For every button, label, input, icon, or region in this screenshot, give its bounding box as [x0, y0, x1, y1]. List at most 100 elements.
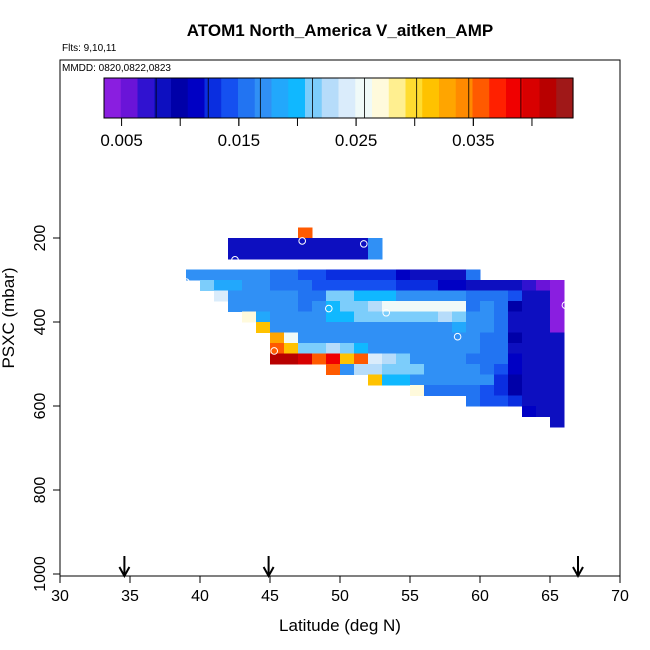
heatmap-cell — [494, 322, 509, 333]
colorbar-tick-label: 0.035 — [452, 131, 495, 150]
heatmap-cell — [494, 280, 509, 291]
heatmap-cell — [270, 301, 285, 312]
heatmap-cell — [508, 374, 523, 386]
heatmap-cell — [396, 301, 411, 312]
heatmap-cell — [298, 248, 313, 260]
heatmap-cell — [326, 269, 341, 281]
heatmap-cell — [550, 353, 565, 365]
heatmap-cell — [368, 311, 383, 323]
heatmap-cell — [396, 374, 411, 386]
heatmap-cell — [298, 238, 313, 249]
heatmap-cell — [354, 248, 369, 260]
colorbar-swatch — [556, 78, 574, 118]
heatmap-cell — [522, 322, 537, 333]
heatmap-cell — [480, 353, 495, 365]
heatmap-cell — [368, 343, 383, 354]
heatmap-cell — [480, 374, 495, 386]
heatmap-cell — [326, 343, 341, 354]
heatmap-cell — [494, 353, 509, 365]
heatmap-cell — [410, 280, 425, 291]
heatmap-cell — [410, 343, 425, 354]
heatmap-cell — [452, 343, 467, 354]
heatmap-cell — [536, 322, 551, 333]
heatmap-cell — [340, 238, 355, 249]
x-tick-label: 55 — [401, 588, 419, 605]
heatmap-cell — [466, 290, 481, 302]
heatmap-cell — [312, 353, 327, 365]
heatmap-cell — [368, 364, 383, 375]
heatmap-cell — [284, 248, 299, 260]
heatmap-cell — [466, 311, 481, 323]
heatmap-cell — [508, 395, 523, 407]
heatmap-cell — [452, 301, 467, 312]
heatmap-cell — [550, 406, 565, 417]
heatmap-cell — [312, 343, 327, 354]
heatmap-cell — [298, 332, 313, 344]
x-axis-label: Latitude (deg N) — [279, 616, 401, 635]
heatmap-cell — [522, 406, 537, 417]
heatmap-cell — [522, 290, 537, 302]
heatmap-cell — [452, 364, 467, 375]
heatmap-cell — [298, 311, 313, 323]
heatmap-cell — [550, 280, 565, 291]
heatmap-cell — [354, 311, 369, 323]
heatmap-cell — [550, 343, 565, 354]
colorbar-frame — [103, 77, 574, 119]
colorbar-swatch — [137, 78, 155, 118]
flights-note: Flts: 9,10,11 — [62, 43, 117, 54]
x-tick-label: 50 — [331, 588, 349, 605]
heatmap-cell — [550, 374, 565, 386]
dates-note: MMDD: 0820,0822,0823 — [62, 63, 171, 74]
colorbar-swatch — [372, 78, 390, 118]
heatmap-cell — [298, 290, 313, 302]
colorbar-swatch — [506, 78, 524, 118]
heatmap-cell — [312, 248, 327, 260]
heatmap-cell — [298, 343, 313, 354]
heatmap-cell — [312, 290, 327, 302]
heatmap-cell — [256, 301, 271, 312]
heatmap-cell — [396, 269, 411, 281]
heatmap-cell — [298, 280, 313, 291]
heatmap-cell — [396, 280, 411, 291]
heatmap-cell — [354, 290, 369, 302]
heatmap-cell — [354, 301, 369, 312]
heatmap-cell — [368, 332, 383, 344]
colorbar-swatch — [472, 78, 490, 118]
heatmap-cell — [466, 364, 481, 375]
colorbar-swatch — [120, 78, 139, 118]
heatmap-cell — [536, 280, 551, 291]
heatmap-cell — [396, 343, 411, 354]
heatmap-cell — [550, 364, 565, 375]
heatmap-cell — [284, 269, 299, 281]
heatmap-cell — [354, 343, 369, 354]
heatmap-cell — [508, 322, 523, 333]
heatmap-cell — [508, 311, 523, 323]
heatmap-cell — [270, 280, 285, 291]
x-tick-label: 40 — [191, 588, 209, 605]
heatmap-cell — [270, 332, 285, 344]
heatmap-cell — [494, 290, 509, 302]
heatmap-cell — [228, 269, 243, 281]
heatmap-cell — [550, 311, 565, 323]
heatmap-cell — [354, 322, 369, 333]
heatmap-cell — [228, 238, 243, 249]
heatmap-cell — [522, 301, 537, 312]
heatmap-cell — [536, 311, 551, 323]
heatmap-cell — [326, 301, 341, 312]
heatmap-cell — [550, 395, 565, 407]
heatmap-cell — [242, 311, 257, 323]
heatmap-cell — [550, 416, 565, 428]
heatmap-cell — [410, 269, 425, 281]
heatmap-cell — [228, 248, 243, 260]
heatmap-cell — [368, 353, 383, 365]
x-tick-label: 30 — [51, 588, 69, 605]
heatmap-cell — [438, 290, 453, 302]
heatmap-cell — [480, 280, 495, 291]
heatmap-cell — [242, 301, 257, 312]
heatmap-cell — [340, 364, 355, 375]
heatmap-cell — [340, 248, 355, 260]
heatmap-cell — [508, 343, 523, 354]
heatmap-cell — [452, 385, 467, 396]
heatmap-cell — [550, 332, 565, 344]
